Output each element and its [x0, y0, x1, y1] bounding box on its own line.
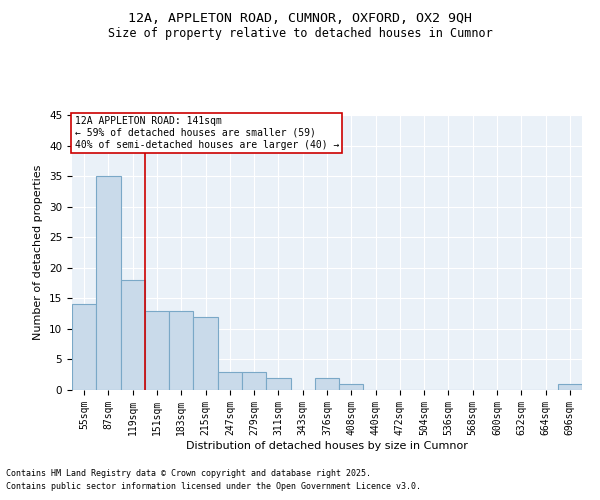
Text: 12A APPLETON ROAD: 141sqm
← 59% of detached houses are smaller (59)
40% of semi-: 12A APPLETON ROAD: 141sqm ← 59% of detac…: [74, 116, 339, 150]
Y-axis label: Number of detached properties: Number of detached properties: [34, 165, 43, 340]
Text: Contains public sector information licensed under the Open Government Licence v3: Contains public sector information licen…: [6, 482, 421, 491]
Bar: [242, 372, 266, 390]
Bar: [72, 304, 96, 390]
Bar: [145, 310, 169, 390]
Bar: [558, 384, 582, 390]
Text: Size of property relative to detached houses in Cumnor: Size of property relative to detached ho…: [107, 28, 493, 40]
Bar: [121, 280, 145, 390]
Bar: [315, 378, 339, 390]
Bar: [218, 372, 242, 390]
Text: 12A, APPLETON ROAD, CUMNOR, OXFORD, OX2 9QH: 12A, APPLETON ROAD, CUMNOR, OXFORD, OX2 …: [128, 12, 472, 26]
Bar: [266, 378, 290, 390]
Bar: [193, 316, 218, 390]
Text: Contains HM Land Registry data © Crown copyright and database right 2025.: Contains HM Land Registry data © Crown c…: [6, 468, 371, 477]
X-axis label: Distribution of detached houses by size in Cumnor: Distribution of detached houses by size …: [186, 440, 468, 450]
Bar: [169, 310, 193, 390]
Bar: [339, 384, 364, 390]
Bar: [96, 176, 121, 390]
